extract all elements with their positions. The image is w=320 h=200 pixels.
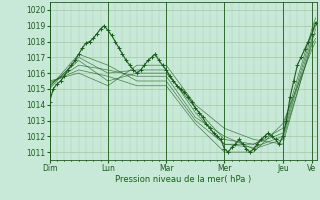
X-axis label: Pression niveau de la mer( hPa ): Pression niveau de la mer( hPa )	[115, 175, 251, 184]
